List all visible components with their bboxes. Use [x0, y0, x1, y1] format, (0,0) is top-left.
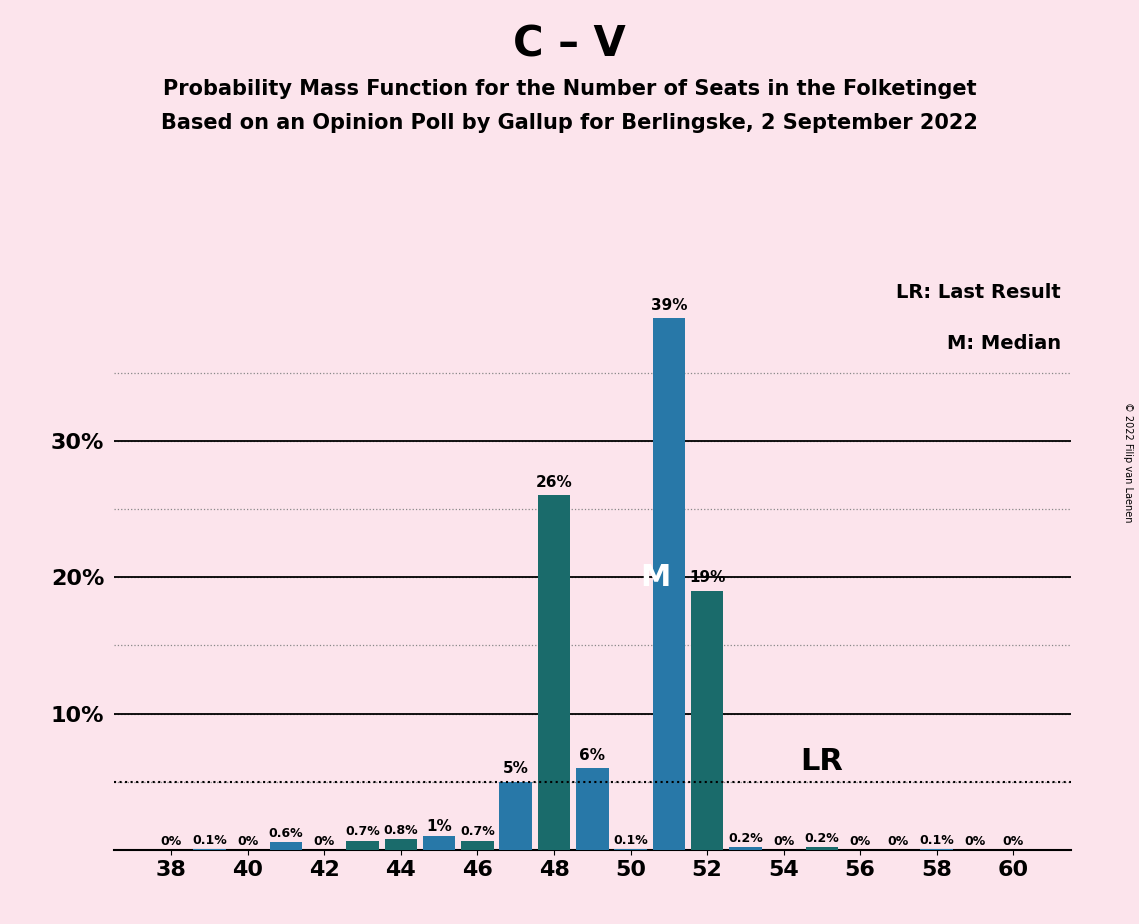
Text: 0.8%: 0.8%	[384, 824, 418, 837]
Text: 0%: 0%	[1002, 835, 1024, 848]
Text: 0.1%: 0.1%	[192, 833, 227, 846]
Text: 0.2%: 0.2%	[728, 833, 763, 845]
Text: 0%: 0%	[237, 835, 259, 848]
Bar	[805, 847, 838, 850]
Text: M: M	[640, 563, 671, 591]
Text: 0.1%: 0.1%	[919, 833, 954, 846]
Text: 26%: 26%	[535, 475, 573, 490]
Text: 0%: 0%	[887, 835, 909, 848]
Text: 1%: 1%	[426, 820, 452, 834]
Text: C – V: C – V	[514, 23, 625, 65]
Bar	[423, 836, 456, 850]
Bar	[461, 841, 493, 850]
Text: 0.6%: 0.6%	[269, 827, 303, 840]
Bar	[538, 495, 571, 850]
Text: 39%: 39%	[650, 298, 687, 312]
Bar	[691, 591, 723, 850]
Bar	[614, 849, 647, 850]
Bar	[270, 842, 302, 850]
Bar	[385, 839, 417, 850]
Text: 0%: 0%	[773, 835, 794, 848]
Text: 0%: 0%	[965, 835, 985, 848]
Text: 0%: 0%	[850, 835, 871, 848]
Text: 0.7%: 0.7%	[460, 825, 494, 838]
Text: Based on an Opinion Poll by Gallup for Berlingske, 2 September 2022: Based on an Opinion Poll by Gallup for B…	[161, 113, 978, 133]
Bar	[346, 841, 379, 850]
Bar	[194, 849, 226, 850]
Bar	[500, 782, 532, 850]
Text: 6%: 6%	[580, 748, 605, 763]
Text: 0%: 0%	[313, 835, 335, 848]
Text: 19%: 19%	[689, 570, 726, 586]
Bar	[729, 847, 762, 850]
Text: 0.7%: 0.7%	[345, 825, 380, 838]
Text: © 2022 Filip van Laenen: © 2022 Filip van Laenen	[1123, 402, 1133, 522]
Text: Probability Mass Function for the Number of Seats in the Folketinget: Probability Mass Function for the Number…	[163, 79, 976, 99]
Bar	[920, 849, 953, 850]
Text: 0%: 0%	[161, 835, 182, 848]
Bar	[653, 318, 685, 850]
Text: 0.2%: 0.2%	[804, 833, 839, 845]
Text: 0.1%: 0.1%	[613, 833, 648, 846]
Text: 5%: 5%	[502, 761, 528, 776]
Bar	[576, 768, 608, 850]
Text: LR: LR	[801, 748, 843, 776]
Text: LR: Last Result: LR: Last Result	[896, 283, 1062, 302]
Text: M: Median: M: Median	[947, 334, 1062, 354]
